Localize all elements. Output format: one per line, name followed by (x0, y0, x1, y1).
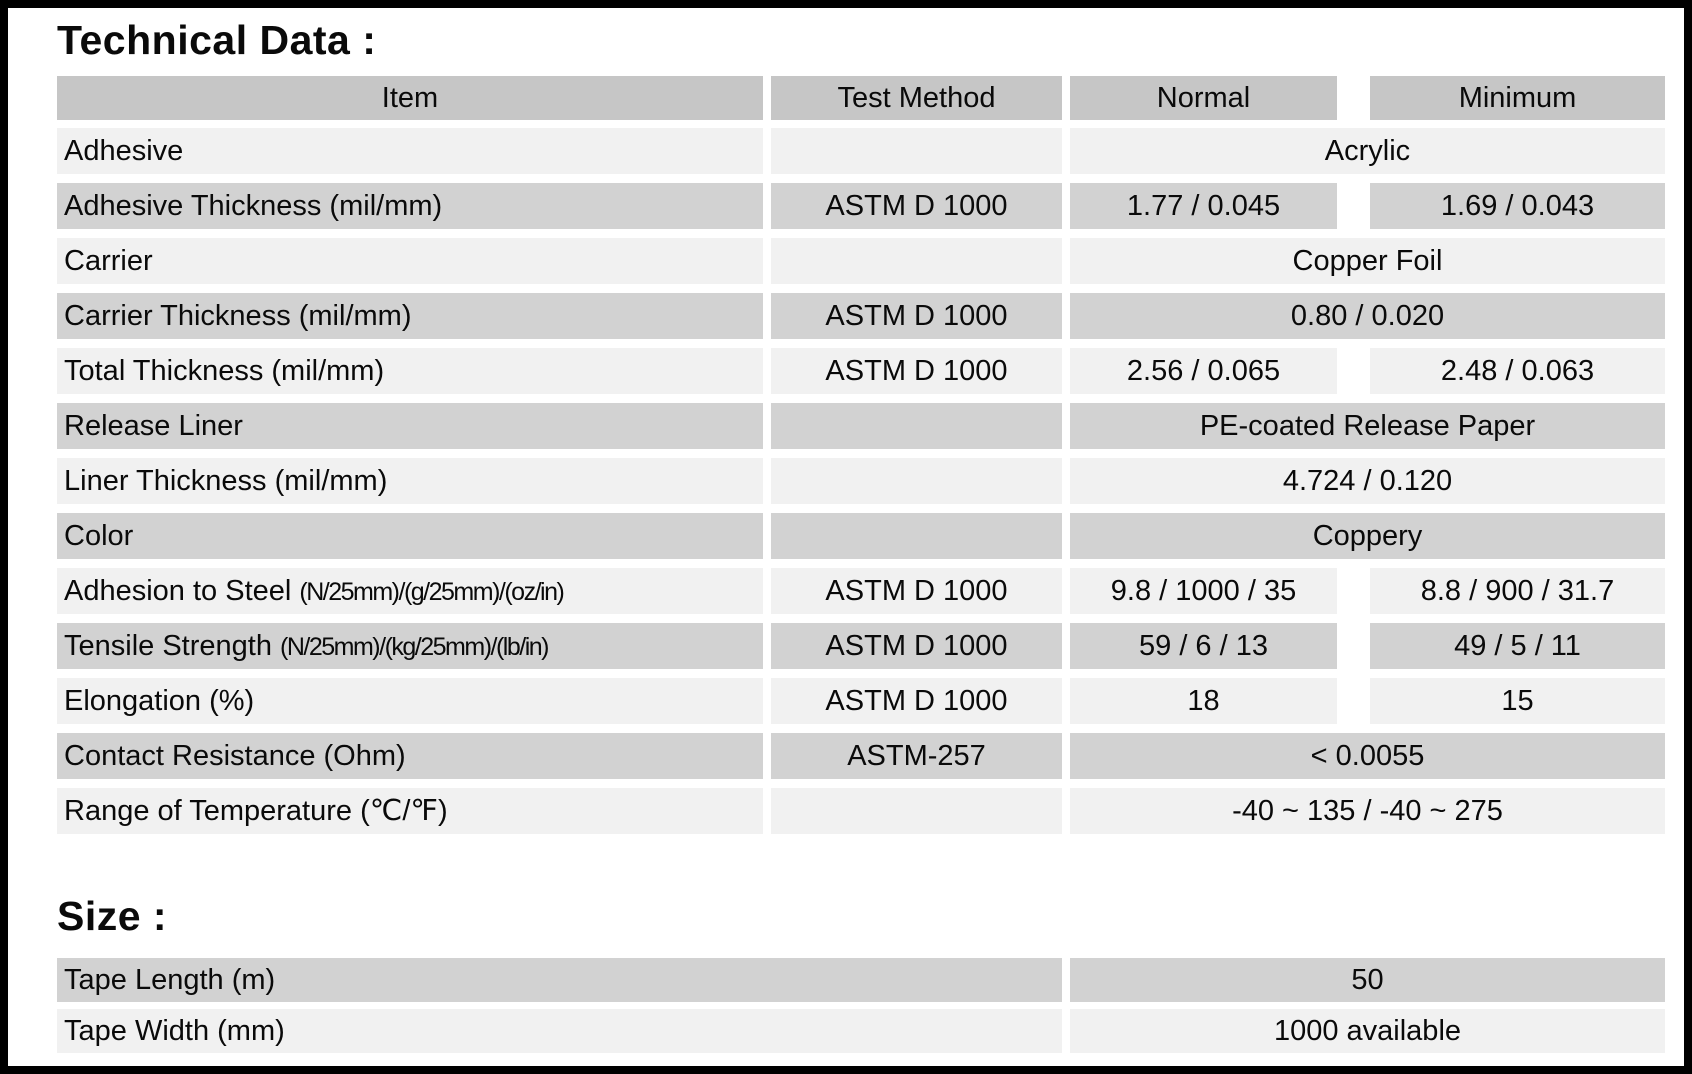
item-cell: Adhesion to Steel (N/25mm)/(g/25mm)/(oz/… (57, 568, 763, 614)
value-cell-merged: Copper Foil (1070, 238, 1665, 284)
value-cell-merged: Acrylic (1070, 128, 1665, 174)
table-row-carrier: Carrier Copper Foil (57, 238, 1665, 284)
item-cell: Carrier (57, 238, 763, 284)
normal-cell: 1.77 / 0.045 (1070, 183, 1337, 229)
size-label-cell: Tape Length (m) (57, 958, 1062, 1002)
item-cell: Release Liner (57, 403, 763, 449)
table-header-row: Item Test Method Normal Minimum (57, 76, 1665, 120)
method-cell: ASTM D 1000 (771, 678, 1062, 724)
value-cell-merged: 4.724 / 0.120 (1070, 458, 1665, 504)
size-value-cell: 50 (1070, 958, 1665, 1002)
table-row-temperature-range: Range of Temperature (℃/℉) -40 ~ 135 / -… (57, 788, 1665, 834)
method-cell (771, 128, 1062, 174)
item-units: (N/25mm)/(g/25mm)/(oz/in) (299, 578, 564, 606)
table-row-adhesive: Adhesive Acrylic (57, 128, 1665, 174)
item-cell: Carrier Thickness (mil/mm) (57, 293, 763, 339)
method-cell (771, 513, 1062, 559)
item-cell: Liner Thickness (mil/mm) (57, 458, 763, 504)
method-cell (771, 238, 1062, 284)
table-row-color: Color Coppery (57, 513, 1665, 559)
column-header-test-method: Test Method (771, 76, 1062, 120)
table-row-adhesive-thickness: Adhesive Thickness (mil/mm) ASTM D 1000 … (57, 183, 1665, 229)
method-cell: ASTM D 1000 (771, 348, 1062, 394)
value-cell-merged: 0.80 / 0.020 (1070, 293, 1665, 339)
table-row-release-liner: Release Liner PE-coated Release Paper (57, 403, 1665, 449)
item-cell: Total Thickness (mil/mm) (57, 348, 763, 394)
normal-cell: 9.8 / 1000 / 35 (1070, 568, 1337, 614)
minimum-cell: 8.8 / 900 / 31.7 (1370, 568, 1665, 614)
method-cell: ASTM D 1000 (771, 183, 1062, 229)
size-label-cell: Tape Width (mm) (57, 1009, 1062, 1053)
minimum-cell: 2.48 / 0.063 (1370, 348, 1665, 394)
item-label: Adhesion to Steel (64, 575, 300, 607)
value-cell-merged: < 0.0055 (1070, 733, 1665, 779)
page-title: Technical Data : (57, 17, 377, 63)
method-cell: ASTM D 1000 (771, 568, 1062, 614)
value-cell-merged: Coppery (1070, 513, 1665, 559)
size-value-cell: 1000 available (1070, 1009, 1665, 1053)
column-header-item: Item (57, 76, 763, 120)
normal-cell: 2.56 / 0.065 (1070, 348, 1337, 394)
size-heading: Size : (57, 893, 168, 939)
method-cell (771, 788, 1062, 834)
technical-data-table: Item Test Method Normal Minimum Adhesive… (57, 76, 1665, 834)
size-row-tape-length: Tape Length (m) 50 (57, 958, 1665, 1002)
table-row-carrier-thickness: Carrier Thickness (mil/mm) ASTM D 1000 0… (57, 293, 1665, 339)
value-cell-merged: -40 ~ 135 / -40 ~ 275 (1070, 788, 1665, 834)
minimum-cell: 1.69 / 0.043 (1370, 183, 1665, 229)
table-row-contact-resistance: Contact Resistance (Ohm) ASTM-257 < 0.00… (57, 733, 1665, 779)
item-cell: Elongation (%) (57, 678, 763, 724)
size-table: Tape Length (m) 50 Tape Width (mm) 1000 … (57, 958, 1665, 1053)
table-row-total-thickness: Total Thickness (mil/mm) ASTM D 1000 2.5… (57, 348, 1665, 394)
table-row-elongation: Elongation (%) ASTM D 1000 18 15 (57, 678, 1665, 724)
method-cell: ASTM-257 (771, 733, 1062, 779)
item-cell: Color (57, 513, 763, 559)
table-row-adhesion-to-steel: Adhesion to Steel (N/25mm)/(g/25mm)/(oz/… (57, 568, 1665, 614)
value-cell-merged: PE-coated Release Paper (1070, 403, 1665, 449)
normal-cell: 18 (1070, 678, 1337, 724)
table-row-tensile-strength: Tensile Strength (N/25mm)/(kg/25mm)/(lb/… (57, 623, 1665, 669)
item-units: (N/25mm)/(kg/25mm)/(lb/in) (280, 633, 549, 661)
column-header-normal: Normal (1070, 76, 1337, 120)
table-row-liner-thickness: Liner Thickness (mil/mm) 4.724 / 0.120 (57, 458, 1665, 504)
minimum-cell: 15 (1370, 678, 1665, 724)
normal-cell: 59 / 6 / 13 (1070, 623, 1337, 669)
item-cell: Tensile Strength (N/25mm)/(kg/25mm)/(lb/… (57, 623, 763, 669)
item-cell: Contact Resistance (Ohm) (57, 733, 763, 779)
method-cell: ASTM D 1000 (771, 293, 1062, 339)
item-cell: Adhesive Thickness (mil/mm) (57, 183, 763, 229)
item-cell: Adhesive (57, 128, 763, 174)
item-cell: Range of Temperature (℃/℉) (57, 788, 763, 834)
method-cell (771, 403, 1062, 449)
column-header-minimum: Minimum (1370, 76, 1665, 120)
method-cell: ASTM D 1000 (771, 623, 1062, 669)
method-cell (771, 458, 1062, 504)
minimum-cell: 49 / 5 / 11 (1370, 623, 1665, 669)
size-row-tape-width: Tape Width (mm) 1000 available (57, 1009, 1665, 1053)
item-label: Tensile Strength (64, 630, 281, 662)
